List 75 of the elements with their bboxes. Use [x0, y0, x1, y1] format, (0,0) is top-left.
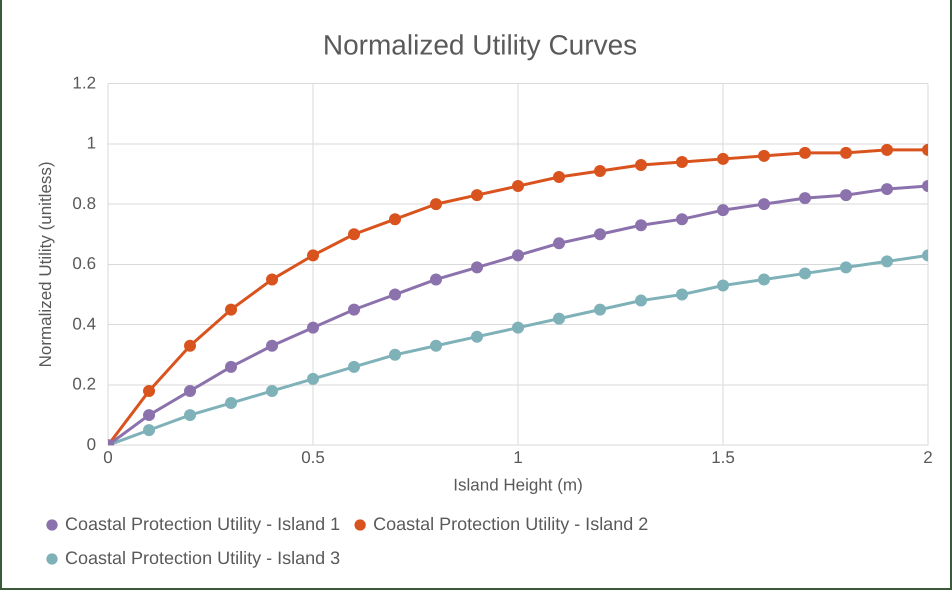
- point: [840, 146, 852, 159]
- point: [143, 384, 156, 397]
- point: [512, 249, 524, 262]
- point: [471, 330, 484, 343]
- y-tick-label: 0: [86, 434, 96, 454]
- point: [430, 340, 442, 352]
- point: [717, 152, 730, 165]
- point: [184, 409, 196, 422]
- point: [840, 261, 852, 274]
- point: [758, 273, 770, 286]
- point: [758, 150, 770, 162]
- point: [389, 288, 402, 301]
- point: [840, 189, 852, 202]
- point: [225, 360, 238, 373]
- point: [676, 213, 688, 226]
- point: [553, 171, 566, 184]
- point: [676, 156, 688, 168]
- point: [266, 340, 278, 352]
- x-tick-label: 0: [103, 448, 113, 468]
- legend-label: Coastal Protection Utility - Island 3: [65, 548, 340, 568]
- point: [143, 409, 156, 422]
- legend-label: Coastal Protection Utility - Island 1: [65, 514, 340, 534]
- point: [471, 261, 484, 274]
- x-tick-label: 1: [513, 448, 523, 468]
- point: [635, 219, 648, 232]
- point: [389, 348, 402, 361]
- point: [307, 372, 320, 385]
- point: [266, 384, 278, 397]
- chart-title: Normalized Utility Curves: [322, 30, 638, 61]
- point: [799, 146, 812, 159]
- point: [758, 198, 770, 210]
- x-tick-label: 2: [923, 448, 933, 468]
- point: [553, 312, 566, 325]
- point: [594, 164, 606, 177]
- point: [471, 189, 484, 202]
- point: [184, 384, 196, 397]
- point: [430, 198, 442, 210]
- point: [307, 322, 320, 334]
- point: [799, 267, 812, 280]
- point: [799, 192, 812, 204]
- y-tick-label: 1: [86, 134, 96, 153]
- y-tick-label: 0.6: [72, 254, 96, 274]
- point: [594, 304, 606, 316]
- point: [512, 180, 524, 192]
- point: [717, 279, 730, 292]
- point: [348, 304, 360, 316]
- point: [881, 183, 893, 196]
- y-tick-label: 0.4: [72, 314, 96, 334]
- point: [225, 304, 238, 316]
- point: [635, 294, 648, 307]
- legend-label: Coastal Protection Utility - Island 2: [373, 514, 648, 534]
- point: [676, 288, 688, 301]
- y-axis-title: Normalized Utility (unitless): [36, 161, 55, 368]
- point: [430, 273, 442, 286]
- x-tick-label: 0.5: [301, 448, 325, 468]
- point: [389, 213, 402, 226]
- point: [184, 340, 196, 352]
- point: [307, 249, 320, 262]
- y-tick-label: 1.2: [72, 73, 96, 92]
- point: [594, 228, 606, 240]
- point: [553, 237, 566, 250]
- point: [348, 228, 360, 240]
- point: [512, 322, 524, 334]
- point: [717, 204, 730, 216]
- point: [881, 144, 893, 156]
- point: [143, 424, 156, 436]
- y-tick-label: 0.8: [72, 194, 96, 213]
- y-tick-label: 0.2: [72, 374, 96, 394]
- point: [635, 158, 648, 171]
- point: [881, 255, 893, 268]
- point: [225, 397, 238, 410]
- x-tick-label: 1.5: [711, 448, 735, 468]
- point: [266, 273, 278, 286]
- x-axis-title: Island Height (m): [453, 475, 583, 494]
- point: [348, 360, 360, 373]
